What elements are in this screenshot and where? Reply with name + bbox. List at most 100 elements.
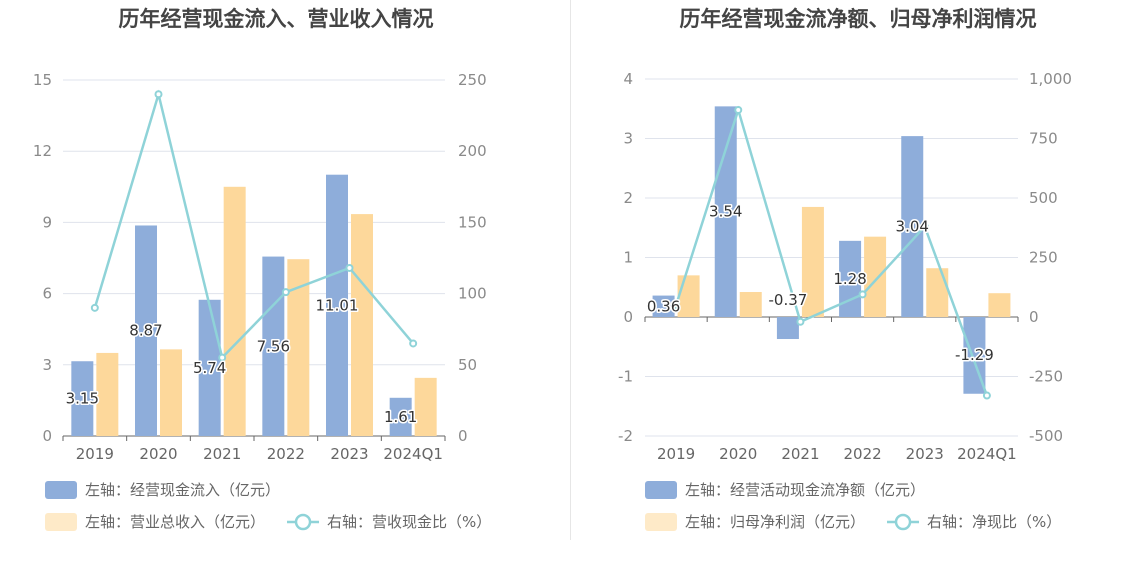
ratio-point (858, 290, 867, 299)
bar-secondary (739, 292, 762, 317)
legend-label: 左轴：经营活动现金流净额（亿元） (685, 481, 925, 499)
x-tick-label: 2024Q1 (957, 445, 1017, 463)
x-tick-label: 2022 (843, 445, 881, 463)
y-right-tick-label: -250 (1029, 368, 1063, 386)
bar-data-label: 8.87 (129, 322, 162, 340)
bar-data-label: 5.74 (193, 359, 226, 377)
bar-primary (389, 397, 412, 436)
bar-primary (71, 361, 94, 436)
bar-data-label: 3.04 (896, 218, 929, 236)
bar-primary (652, 295, 675, 317)
y-right-tick-label: 500 (1029, 189, 1058, 207)
y-left-tick-label: 3 (42, 356, 52, 374)
legend-swatch (645, 481, 677, 499)
y-left-tick-label: 3 (623, 130, 633, 148)
y-right-tick-label: 0 (458, 427, 468, 445)
y-left-tick-label: 0 (623, 308, 633, 326)
bar-secondary (988, 293, 1011, 317)
legend-line-marker (894, 513, 912, 531)
chart-title: 历年经营现金流净额、归母净利润情况 (680, 7, 1037, 31)
bar-secondary (287, 259, 310, 436)
y-right-tick-label: 100 (458, 285, 487, 303)
y-left-tick-label: 6 (42, 285, 52, 303)
bar-secondary (351, 214, 373, 436)
y-right-tick-label: 250 (1029, 249, 1058, 267)
y-right-tick-label: 1,000 (1029, 70, 1072, 88)
ratio-line (93, 89, 415, 361)
legend-label: 左轴：营业总收入（亿元） (85, 513, 265, 531)
bar-secondary (926, 268, 949, 317)
bar-data-label: 1.61 (384, 408, 417, 426)
x-tick-label: 2024Q1 (383, 445, 443, 463)
bar-data-label: 11.01 (316, 296, 359, 314)
y-left-tick-label: 15 (33, 71, 52, 89)
bar-data-label: 7.56 (257, 337, 290, 355)
bar-data-label: 0.36 (647, 297, 680, 315)
y-left-tick-label: 4 (623, 70, 633, 88)
legend-label: 右轴：净现比（%） (927, 513, 1061, 531)
bar-primary (714, 106, 737, 318)
x-tick-label: 2022 (267, 445, 305, 463)
ratio-point (672, 301, 681, 310)
y-left-tick-label: 1 (623, 249, 633, 267)
bar-primary (776, 317, 799, 340)
x-tick-label: 2021 (203, 445, 241, 463)
panel-divider (570, 0, 571, 540)
y-right-tick-label: 0 (1029, 308, 1039, 326)
bar-secondary (160, 349, 182, 436)
bar-data-label: 3.15 (66, 390, 99, 408)
bar-primary (901, 136, 924, 317)
ratio-point (281, 288, 290, 297)
x-tick-label: 2020 (719, 445, 757, 463)
bar-data-label: -1.29 (955, 346, 994, 364)
legend-label: 左轴：经营现金流入（亿元） (85, 481, 280, 499)
x-tick-label: 2021 (781, 445, 819, 463)
y-left-tick-label: 9 (42, 213, 52, 231)
x-tick-label: 2020 (139, 445, 177, 463)
chart-cash-inflow-revenue: 历年经营现金流入、营业收入情况0369121505010015020025020… (33, 7, 491, 531)
x-tick-label: 2019 (657, 445, 695, 463)
ratio-point (345, 263, 354, 272)
bar-data-label: 3.54 (709, 203, 742, 221)
y-right-tick-label: 750 (1029, 130, 1058, 148)
bar-secondary (96, 352, 119, 436)
legend-swatch (45, 513, 77, 531)
x-tick-label: 2023 (330, 445, 368, 463)
y-right-tick-label: 200 (458, 142, 487, 160)
y-right-tick-label: 250 (458, 71, 487, 89)
bar-secondary (677, 275, 700, 317)
ratio-point (218, 353, 227, 362)
bar-secondary (414, 377, 437, 436)
ratio-point (796, 317, 805, 326)
y-left-tick-label: -2 (618, 427, 633, 445)
ratio-point (154, 90, 163, 99)
bar-secondary (223, 186, 246, 436)
chart-net-cashflow-profit: 历年经营现金流净额、归母净利润情况 -2 -1 0 1 2 3 4 -500 -250 0 250 50… (618, 7, 1072, 531)
legend-line-marker (294, 513, 312, 531)
y-right-tick-label: -500 (1029, 427, 1063, 445)
bar-secondary (864, 236, 887, 317)
chart-title: 历年经营现金流入、营业收入情况 (119, 7, 434, 31)
legend-swatch (45, 481, 77, 499)
x-tick-label: 2019 (76, 445, 114, 463)
ratio-point (90, 303, 99, 312)
bar-data-label: 1.28 (833, 270, 866, 288)
y-right-tick-label: 150 (458, 213, 487, 231)
ratio-point (920, 222, 929, 231)
y-left-tick-label: 2 (623, 189, 633, 207)
x-tick-label: 2023 (906, 445, 944, 463)
bar-data-label: -0.37 (769, 291, 808, 309)
bar-primary (326, 174, 348, 437)
legend-label: 左轴：归母净利润（亿元） (685, 513, 865, 531)
bar-secondary (801, 206, 824, 317)
y-left-tick-label: 0 (42, 427, 52, 445)
bar-primary (135, 225, 157, 436)
legend-label: 右轴：营收现金比（%） (327, 513, 491, 531)
ratio-point (734, 105, 743, 114)
ratio-point (982, 391, 991, 400)
ratio-line (674, 105, 989, 396)
y-left-tick-label: 12 (33, 142, 52, 160)
ratio-point (409, 339, 418, 348)
y-right-tick-label: 50 (458, 356, 477, 374)
